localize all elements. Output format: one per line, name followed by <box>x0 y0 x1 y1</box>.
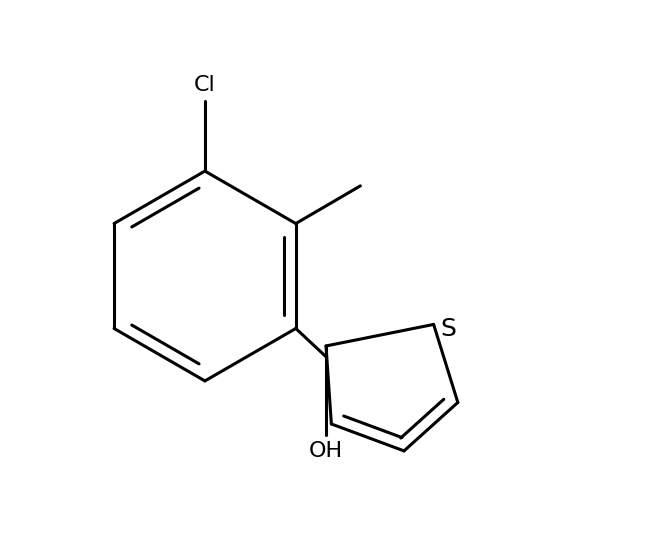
Text: OH: OH <box>309 441 343 461</box>
Text: S: S <box>441 317 456 341</box>
Text: Cl: Cl <box>194 75 216 94</box>
